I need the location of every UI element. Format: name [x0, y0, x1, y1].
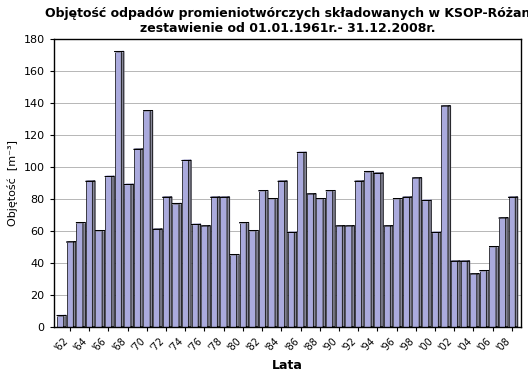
- Polygon shape: [486, 271, 489, 327]
- FancyBboxPatch shape: [364, 172, 371, 327]
- FancyBboxPatch shape: [355, 181, 362, 327]
- FancyBboxPatch shape: [134, 149, 140, 327]
- FancyBboxPatch shape: [201, 226, 208, 327]
- FancyBboxPatch shape: [297, 152, 304, 327]
- Polygon shape: [458, 261, 460, 327]
- FancyBboxPatch shape: [345, 226, 352, 327]
- Polygon shape: [371, 171, 374, 327]
- X-axis label: Lata: Lata: [272, 359, 303, 372]
- FancyBboxPatch shape: [192, 224, 198, 327]
- Polygon shape: [390, 226, 393, 327]
- Polygon shape: [410, 197, 412, 327]
- FancyBboxPatch shape: [105, 177, 112, 327]
- Polygon shape: [266, 191, 268, 327]
- Polygon shape: [362, 181, 364, 327]
- Polygon shape: [150, 111, 153, 327]
- FancyBboxPatch shape: [480, 271, 486, 327]
- Polygon shape: [160, 229, 162, 327]
- FancyBboxPatch shape: [240, 223, 246, 327]
- FancyBboxPatch shape: [96, 231, 102, 327]
- FancyBboxPatch shape: [374, 173, 381, 327]
- FancyBboxPatch shape: [307, 194, 314, 327]
- FancyBboxPatch shape: [259, 191, 266, 327]
- FancyBboxPatch shape: [499, 218, 506, 327]
- Polygon shape: [256, 231, 258, 327]
- FancyBboxPatch shape: [86, 181, 92, 327]
- Polygon shape: [218, 197, 220, 327]
- Polygon shape: [83, 222, 86, 327]
- FancyBboxPatch shape: [412, 178, 419, 327]
- Polygon shape: [438, 232, 441, 327]
- FancyBboxPatch shape: [153, 229, 160, 327]
- Polygon shape: [131, 184, 134, 327]
- Polygon shape: [342, 226, 345, 327]
- FancyBboxPatch shape: [278, 181, 285, 327]
- Polygon shape: [506, 218, 508, 327]
- Polygon shape: [314, 194, 316, 327]
- FancyBboxPatch shape: [422, 200, 429, 327]
- FancyBboxPatch shape: [470, 274, 477, 327]
- FancyBboxPatch shape: [336, 226, 342, 327]
- Polygon shape: [323, 199, 326, 327]
- Polygon shape: [477, 274, 479, 327]
- Polygon shape: [294, 232, 297, 327]
- Polygon shape: [179, 204, 182, 327]
- FancyBboxPatch shape: [326, 191, 333, 327]
- Polygon shape: [102, 231, 105, 327]
- Polygon shape: [429, 200, 431, 327]
- Polygon shape: [92, 181, 95, 327]
- Polygon shape: [285, 181, 287, 327]
- FancyBboxPatch shape: [124, 185, 131, 327]
- Polygon shape: [275, 199, 278, 327]
- FancyBboxPatch shape: [172, 204, 179, 327]
- Polygon shape: [496, 247, 498, 327]
- Polygon shape: [467, 261, 469, 327]
- Polygon shape: [515, 197, 517, 327]
- Polygon shape: [64, 315, 66, 327]
- Polygon shape: [333, 191, 335, 327]
- Polygon shape: [208, 226, 210, 327]
- FancyBboxPatch shape: [489, 247, 496, 327]
- FancyBboxPatch shape: [249, 231, 256, 327]
- FancyBboxPatch shape: [288, 232, 294, 327]
- FancyBboxPatch shape: [115, 52, 121, 327]
- Polygon shape: [121, 52, 124, 327]
- FancyBboxPatch shape: [508, 197, 515, 327]
- Title: Objętość odpadów promieniotwórczych składowanych w KSOP-Różan
zestawienie od 01.: Objętość odpadów promieniotwórczych skła…: [45, 7, 528, 35]
- FancyBboxPatch shape: [57, 316, 64, 327]
- FancyBboxPatch shape: [441, 106, 448, 327]
- FancyBboxPatch shape: [403, 197, 410, 327]
- FancyBboxPatch shape: [384, 226, 390, 327]
- FancyBboxPatch shape: [76, 223, 83, 327]
- FancyBboxPatch shape: [432, 232, 438, 327]
- Polygon shape: [169, 197, 172, 327]
- FancyBboxPatch shape: [230, 255, 237, 327]
- FancyBboxPatch shape: [163, 197, 169, 327]
- Polygon shape: [448, 106, 450, 327]
- Y-axis label: Objętość  [m⁻³]: Objętość [m⁻³]: [7, 140, 18, 226]
- FancyBboxPatch shape: [144, 111, 150, 327]
- FancyBboxPatch shape: [393, 199, 400, 327]
- Polygon shape: [140, 149, 143, 327]
- Polygon shape: [419, 178, 422, 327]
- Polygon shape: [246, 222, 249, 327]
- FancyBboxPatch shape: [268, 199, 275, 327]
- FancyBboxPatch shape: [316, 199, 323, 327]
- FancyBboxPatch shape: [220, 197, 227, 327]
- Polygon shape: [400, 199, 402, 327]
- FancyBboxPatch shape: [460, 261, 467, 327]
- FancyBboxPatch shape: [67, 242, 73, 327]
- Polygon shape: [381, 173, 383, 327]
- FancyBboxPatch shape: [451, 261, 458, 327]
- Polygon shape: [237, 255, 239, 327]
- Polygon shape: [304, 152, 306, 327]
- FancyBboxPatch shape: [211, 197, 218, 327]
- Polygon shape: [198, 224, 201, 327]
- FancyBboxPatch shape: [182, 160, 188, 327]
- Polygon shape: [73, 242, 76, 327]
- Polygon shape: [188, 160, 191, 327]
- Polygon shape: [112, 176, 114, 327]
- Polygon shape: [227, 197, 230, 327]
- Polygon shape: [352, 226, 354, 327]
